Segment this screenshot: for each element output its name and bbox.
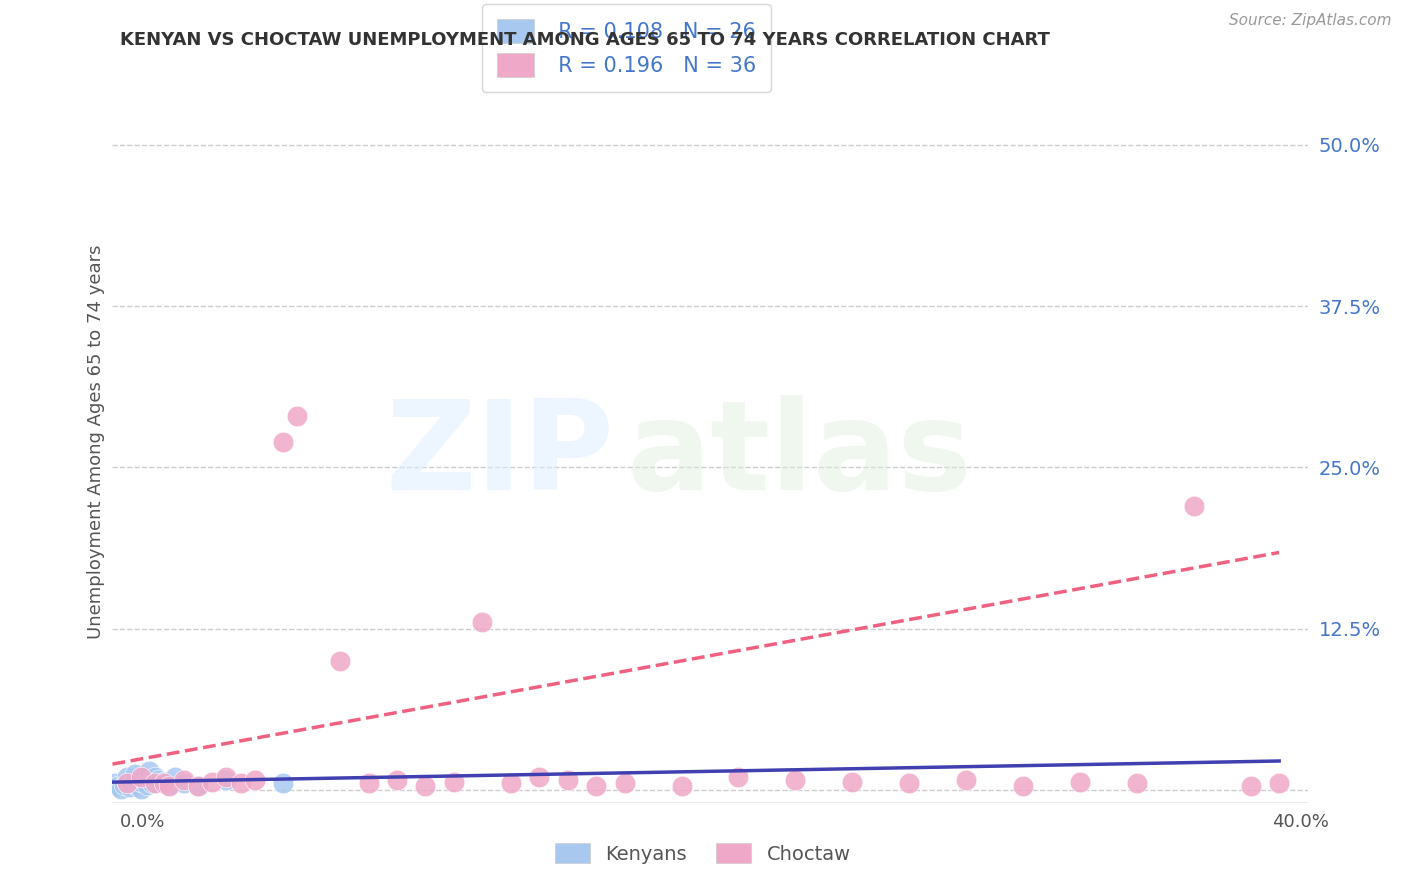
Text: atlas: atlas: [627, 395, 972, 516]
Point: [157, 778, 180, 792]
Point: [287, 409, 309, 423]
Point: [152, 775, 174, 789]
Point: [1012, 779, 1035, 793]
Point: [124, 767, 146, 781]
Point: [471, 615, 494, 630]
Point: [727, 770, 749, 784]
Legend: Kenyans, Choctaw: Kenyans, Choctaw: [546, 833, 860, 873]
Point: [129, 781, 152, 796]
Point: [157, 779, 180, 793]
Point: [121, 776, 143, 790]
Text: KENYAN VS CHOCTAW UNEMPLOYMENT AMONG AGES 65 TO 74 YEARS CORRELATION CHART: KENYAN VS CHOCTAW UNEMPLOYMENT AMONG AGE…: [120, 31, 1049, 49]
Point: [187, 779, 209, 793]
Point: [529, 770, 551, 784]
Point: [415, 779, 437, 793]
Point: [187, 779, 209, 793]
Point: [104, 776, 127, 790]
Point: [1126, 776, 1149, 790]
Text: 0.0%: 0.0%: [120, 814, 165, 831]
Point: [146, 772, 169, 787]
Point: [443, 775, 465, 789]
Point: [173, 776, 195, 790]
Point: [557, 772, 579, 787]
Point: [499, 776, 522, 790]
Point: [898, 776, 921, 790]
Point: [385, 772, 408, 787]
Text: Source: ZipAtlas.com: Source: ZipAtlas.com: [1229, 13, 1392, 29]
Text: ZIP: ZIP: [385, 395, 614, 516]
Point: [841, 775, 863, 789]
Point: [124, 772, 146, 787]
Point: [115, 776, 138, 790]
Point: [129, 770, 152, 784]
Point: [271, 776, 294, 790]
Point: [173, 772, 195, 787]
Point: [1069, 775, 1091, 789]
Point: [138, 764, 160, 778]
Legend:   R = 0.108   N = 26,   R = 0.196   N = 36: R = 0.108 N = 26, R = 0.196 N = 36: [482, 4, 770, 92]
Point: [215, 770, 238, 784]
Point: [585, 779, 607, 793]
Point: [1240, 779, 1263, 793]
Point: [107, 779, 129, 793]
Point: [118, 780, 141, 795]
Point: [165, 770, 187, 784]
Point: [671, 779, 693, 793]
Y-axis label: Unemployment Among Ages 65 to 74 years: Unemployment Among Ages 65 to 74 years: [87, 244, 105, 639]
Point: [215, 772, 238, 787]
Point: [357, 776, 380, 790]
Point: [112, 778, 135, 792]
Point: [201, 775, 224, 789]
Point: [127, 779, 149, 793]
Point: [143, 776, 166, 790]
Point: [613, 776, 636, 790]
Point: [1182, 499, 1205, 513]
Point: [110, 781, 132, 796]
Point: [1268, 776, 1291, 790]
Point: [132, 770, 155, 784]
Point: [141, 776, 163, 790]
Text: 40.0%: 40.0%: [1272, 814, 1329, 831]
Point: [115, 775, 138, 789]
Point: [785, 772, 807, 787]
Point: [143, 770, 166, 784]
Point: [329, 654, 352, 668]
Point: [243, 772, 266, 787]
Point: [955, 772, 977, 787]
Point: [152, 776, 174, 790]
Point: [271, 434, 294, 449]
Point: [229, 776, 252, 790]
Point: [129, 775, 152, 789]
Point: [115, 770, 138, 784]
Point: [135, 778, 157, 792]
